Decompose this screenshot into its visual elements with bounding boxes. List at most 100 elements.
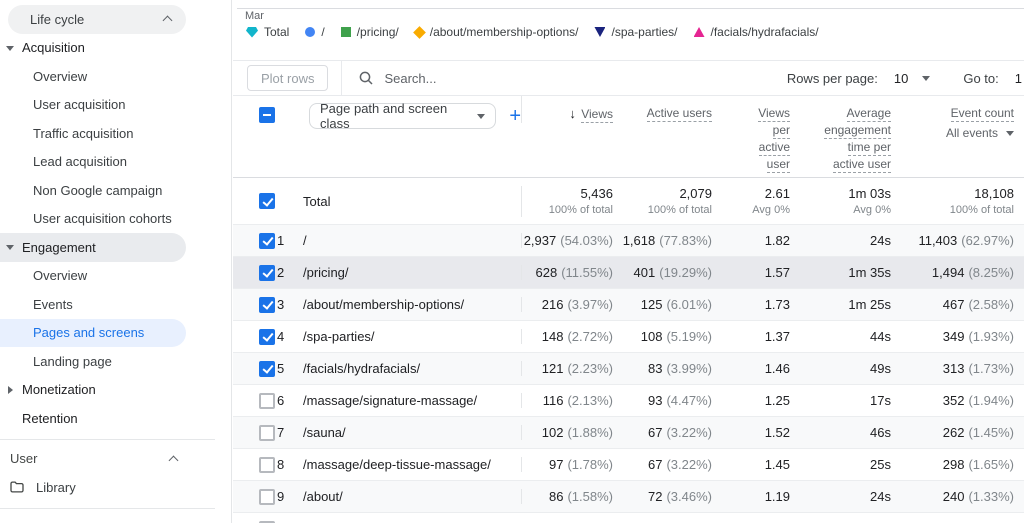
avg-engagement-time-value: 49s: [870, 361, 891, 376]
legend-item: /facials/hydrafacials/: [693, 25, 819, 39]
total-label: Total: [303, 193, 331, 209]
sidebar-item-lead-acquisition[interactable]: Lead acquisition: [0, 148, 231, 177]
search-icon: [358, 70, 374, 86]
row-checkbox[interactable]: [259, 456, 275, 473]
sidebar-item-engagement[interactable]: Engagement: [0, 233, 186, 262]
sidebar-divider: [0, 507, 215, 509]
views-percent: (2.23%): [567, 361, 613, 376]
library-label: Library: [36, 479, 76, 495]
avg-engagement-time-value: 46s: [870, 425, 891, 440]
dimension-selector[interactable]: Page path and screen class: [309, 101, 497, 131]
sidebar-section-user[interactable]: User: [0, 445, 231, 474]
table-row[interactable]: 5 /facials/hydrafacials/ 121 (2.23%) 83 …: [233, 353, 1024, 385]
views-value: 2,937: [523, 233, 557, 248]
monetization-label: Monetization: [22, 382, 96, 398]
lifecycle-section-label: Life cycle: [30, 11, 85, 27]
active-users-percent: (3.22%): [666, 425, 712, 440]
total-avg-engagement-time: 1m 03s: [848, 185, 891, 201]
chart-axis-tick-label: Mar: [245, 10, 264, 22]
sidebar-item-non-google-campaign[interactable]: Non Google campaign: [0, 176, 231, 205]
event-count-value: 352: [942, 393, 965, 408]
sidebar-item-acquisition[interactable]: Acquisition: [0, 34, 231, 63]
avg-engagement-time-value: 1m 25s: [848, 297, 891, 312]
views-percent: (11.55%): [561, 265, 613, 280]
search-input[interactable]: Search...: [384, 70, 437, 86]
row-checkbox[interactable]: [259, 520, 275, 523]
event-count-value: 1,494: [931, 265, 965, 280]
total-views-per-active-user: 2.61: [764, 185, 790, 201]
page-path-cell: /about/: [303, 489, 343, 504]
table-row[interactable]: 1 / 2,937 (54.03%) 1,618 (77.83%) 1.82 2…: [233, 225, 1024, 257]
engagement-label: Engagement: [22, 239, 96, 255]
column-header-event-count[interactable]: Event count: [950, 106, 1014, 122]
views-value: 148: [541, 329, 564, 344]
row-checkbox[interactable]: [259, 264, 275, 281]
nav-item-label: Lead acquisition: [33, 154, 127, 170]
table-row[interactable]: 3 /about/membership-options/ 216 (3.97%)…: [233, 289, 1024, 321]
table-row[interactable]: 6 /massage/signature-massage/ 116 (2.13%…: [233, 385, 1024, 417]
sidebar-item-retention[interactable]: Retention: [0, 404, 231, 433]
sidebar-item-acquisition-overview[interactable]: Overview: [0, 62, 231, 91]
row-checkbox[interactable]: [259, 328, 275, 345]
add-dimension-button[interactable]: +: [509, 105, 521, 127]
sidebar-item-pages-and-screens[interactable]: Pages and screens: [0, 318, 186, 347]
pentagon-marker-icon: [246, 26, 258, 38]
event-count-percent: (1.45%): [968, 425, 1014, 440]
event-count-value: 467: [942, 297, 965, 312]
row-checkbox[interactable]: [259, 360, 275, 377]
sidebar-item-library[interactable]: Library: [0, 473, 231, 502]
dropdown-caret-icon: [477, 113, 486, 119]
sidebar-section-lifecycle[interactable]: Life cycle: [8, 5, 186, 34]
select-all-checkbox[interactable]: [259, 107, 275, 123]
event-count-value: 262: [942, 425, 965, 440]
total-event-count-sub: 100% of total: [949, 203, 1014, 216]
sidebar-divider: [0, 438, 215, 440]
sidebar-item-user-acquisition[interactable]: User acquisition: [0, 91, 231, 120]
sort-descending-icon[interactable]: ↓: [569, 106, 576, 121]
sidebar-item-user-acquisition-cohorts[interactable]: User acquisition cohorts: [0, 205, 231, 234]
legend-item: /: [305, 25, 325, 39]
table-row[interactable]: 7 /sauna/ 102 (1.88%) 67 (3.22%) 1.52 46…: [233, 417, 1024, 449]
active-users-value: 67: [648, 425, 663, 440]
page-path-cell: /massage/signature-massage/: [303, 393, 478, 408]
column-header-views-per-active-user[interactable]: Views per active user: [712, 96, 790, 173]
row-number: 3: [277, 297, 285, 312]
column-header-avg-engagement-time[interactable]: Average engagement time per active user: [790, 96, 891, 173]
dropdown-caret-icon[interactable]: [922, 75, 931, 81]
event-count-value: 298: [942, 457, 965, 472]
table-row[interactable]: 4 /spa-parties/ 148 (2.72%) 108 (5.19%) …: [233, 321, 1024, 353]
row-checkbox[interactable]: [259, 296, 275, 313]
chevron-up-icon: [162, 15, 173, 26]
active-users-value: 125: [640, 297, 663, 312]
column-header-views[interactable]: Views: [581, 107, 613, 123]
total-row-checkbox[interactable]: [259, 193, 275, 209]
total-row: Total 5,436 100% of total 2,079 100% of …: [233, 178, 1024, 225]
sidebar-item-traffic-acquisition[interactable]: Traffic acquisition: [0, 119, 231, 148]
table-row[interactable]: [233, 513, 1024, 523]
sidebar-item-events[interactable]: Events: [0, 290, 231, 319]
event-count-percent: (1.93%): [968, 329, 1014, 344]
row-checkbox[interactable]: [259, 392, 275, 409]
header-line: active: [758, 140, 790, 156]
plot-rows-button[interactable]: Plot rows: [247, 65, 329, 91]
event-filter-dropdown[interactable]: All events: [891, 125, 1014, 142]
sidebar-item-engagement-overview[interactable]: Overview: [0, 262, 231, 291]
sidebar-item-monetization[interactable]: Monetization: [0, 376, 231, 405]
row-checkbox[interactable]: [259, 232, 275, 249]
table-row[interactable]: 2 /pricing/ 628 (11.55%) 401 (19.29%) 1.…: [233, 257, 1024, 289]
row-checkbox[interactable]: [259, 424, 275, 441]
views-per-active-user-value: 1.57: [764, 265, 790, 280]
column-header-active-users[interactable]: Active users: [646, 106, 712, 122]
table-body: 1 / 2,937 (54.03%) 1,618 (77.83%) 1.82 2…: [233, 225, 1024, 523]
row-number: 4: [277, 329, 285, 344]
rows-per-page-select[interactable]: 10: [893, 70, 909, 86]
header-line: engagement: [824, 123, 891, 139]
table-row[interactable]: 9 /about/ 86 (1.58%) 72 (3.46%) 1.19 24s…: [233, 481, 1024, 513]
sidebar-item-landing-page[interactable]: Landing page: [0, 347, 231, 376]
active-users-percent: (5.19%): [666, 329, 712, 344]
table-row[interactable]: 8 /massage/deep-tissue-massage/ 97 (1.78…: [233, 449, 1024, 481]
row-checkbox[interactable]: [259, 488, 275, 505]
go-to-page-input[interactable]: 1: [1014, 70, 1022, 86]
folder-icon: [10, 481, 24, 493]
total-active-users-sub: 100% of total: [647, 203, 712, 216]
